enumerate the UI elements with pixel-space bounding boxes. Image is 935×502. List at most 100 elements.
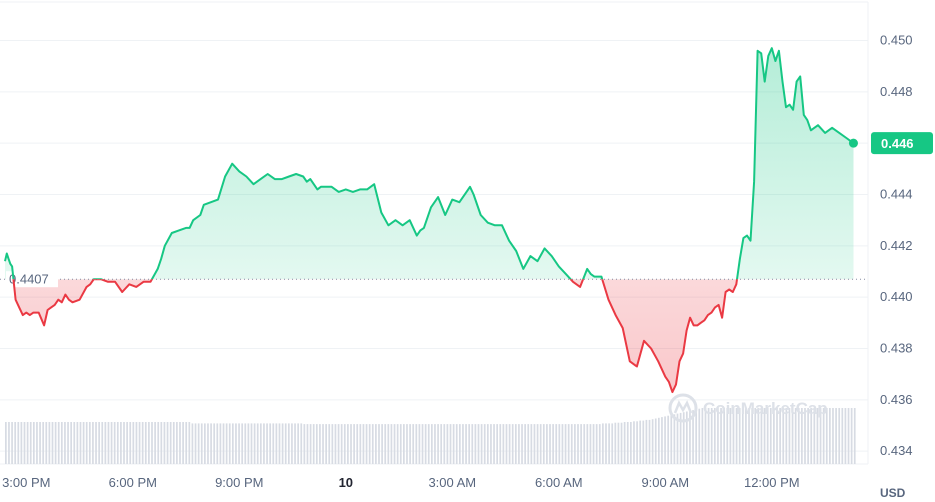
volume-bar bbox=[57, 422, 60, 464]
volume-bar bbox=[331, 424, 334, 464]
volume-bar bbox=[241, 423, 244, 464]
volume-bar bbox=[738, 408, 741, 464]
volume-bar bbox=[434, 424, 436, 464]
volume-bar bbox=[676, 413, 679, 464]
volume-bar bbox=[741, 408, 744, 464]
volume-bar bbox=[371, 424, 374, 464]
volume-bar bbox=[592, 424, 595, 464]
x-tick-label: 3:00 AM bbox=[428, 475, 476, 490]
volume-bar bbox=[735, 408, 738, 464]
volume-bar bbox=[822, 408, 825, 464]
volume-bar bbox=[763, 408, 766, 464]
volume-bar bbox=[574, 424, 576, 464]
volume-bar bbox=[163, 422, 166, 464]
volume-bar bbox=[228, 423, 231, 464]
volume-bar bbox=[788, 408, 791, 464]
x-tick-label: 10 bbox=[339, 475, 353, 490]
volume-bar bbox=[524, 424, 526, 464]
volume-bar bbox=[580, 424, 582, 464]
volume-bar bbox=[350, 424, 352, 464]
volume-bar bbox=[110, 422, 113, 464]
volume-bar bbox=[120, 422, 122, 464]
volume-bar bbox=[200, 423, 203, 464]
volume-bar bbox=[440, 424, 443, 464]
volume-bar bbox=[530, 424, 533, 464]
volume-bar bbox=[623, 422, 626, 464]
volume-bar bbox=[829, 408, 831, 464]
volume-bar bbox=[766, 408, 769, 464]
volume-bar bbox=[555, 424, 558, 464]
volume-bar bbox=[76, 422, 79, 464]
volume-bar bbox=[710, 408, 713, 464]
volume-bar bbox=[673, 414, 676, 464]
volume-bar bbox=[810, 408, 813, 464]
volume-bar bbox=[427, 424, 430, 464]
volume-bar bbox=[477, 424, 480, 464]
volume-bar bbox=[204, 423, 206, 464]
volume-bar bbox=[853, 408, 856, 464]
volume-bar bbox=[539, 424, 542, 464]
volume-bar bbox=[602, 423, 604, 464]
volume-bar bbox=[685, 411, 688, 464]
volume-bar bbox=[88, 422, 91, 464]
volume-bar bbox=[462, 424, 464, 464]
baseline-label: 0.4407 bbox=[9, 272, 49, 287]
volume-bar bbox=[337, 424, 340, 464]
volume-bar bbox=[160, 422, 163, 464]
volume-bar bbox=[533, 424, 536, 464]
volume-bar bbox=[32, 422, 35, 464]
x-tick-label: 9:00 AM bbox=[641, 475, 689, 490]
volume-bar bbox=[546, 424, 548, 464]
y-tick-label: 0.434 bbox=[880, 443, 913, 458]
volume-bar bbox=[378, 424, 380, 464]
volume-bar bbox=[791, 408, 794, 464]
volume-bar bbox=[726, 408, 729, 464]
x-tick-label: 12:00 PM bbox=[744, 475, 800, 490]
volume-bar bbox=[465, 424, 467, 464]
volume-bar bbox=[502, 424, 505, 464]
volume-bar bbox=[589, 424, 592, 464]
y-tick-label: 0.450 bbox=[880, 33, 913, 48]
volume-bar bbox=[542, 424, 545, 464]
volume-bar bbox=[51, 422, 54, 464]
volume-bar bbox=[838, 408, 841, 464]
volume-bar bbox=[745, 408, 747, 464]
volume-bar bbox=[645, 419, 648, 464]
volume-bar bbox=[605, 423, 607, 464]
volume-bar bbox=[689, 410, 691, 464]
volume-bar bbox=[144, 422, 147, 464]
volume-bar bbox=[577, 424, 579, 464]
volume-bar bbox=[197, 423, 200, 464]
volume-bar bbox=[95, 422, 97, 464]
volume-bar bbox=[287, 423, 290, 464]
volume-bar bbox=[116, 422, 119, 464]
y-axis-ticks: 0.434 0.436 0.438 0.440 0.442 0.444 0.446 0.448… bbox=[880, 33, 913, 459]
volume-bar bbox=[151, 422, 153, 464]
volume-bar bbox=[651, 419, 654, 464]
watermark-text: CoinMarketCap bbox=[703, 399, 828, 418]
volume-bar bbox=[570, 424, 573, 464]
volume-bar bbox=[751, 408, 753, 464]
volume-bar bbox=[387, 424, 390, 464]
volume-bar bbox=[452, 424, 455, 464]
volume-bar bbox=[483, 424, 486, 464]
volume-bar bbox=[825, 408, 828, 464]
volume-bar bbox=[567, 424, 570, 464]
volume-bar bbox=[393, 424, 396, 464]
volume-bar bbox=[256, 423, 259, 464]
y-tick-label: 0.444 bbox=[880, 187, 913, 202]
volume-bar bbox=[92, 422, 94, 464]
volume-bar bbox=[45, 422, 48, 464]
volume-bar bbox=[794, 408, 797, 464]
volume-bar bbox=[359, 424, 362, 464]
volume-bar bbox=[17, 422, 20, 464]
volume-bar bbox=[626, 422, 629, 464]
volume-bar bbox=[36, 422, 38, 464]
volume-bar bbox=[732, 408, 735, 464]
volume-bar bbox=[319, 424, 321, 464]
volume-bar bbox=[334, 424, 337, 464]
volume-bar bbox=[421, 424, 424, 464]
volume-bar bbox=[642, 420, 645, 464]
volume-bar bbox=[340, 424, 343, 464]
